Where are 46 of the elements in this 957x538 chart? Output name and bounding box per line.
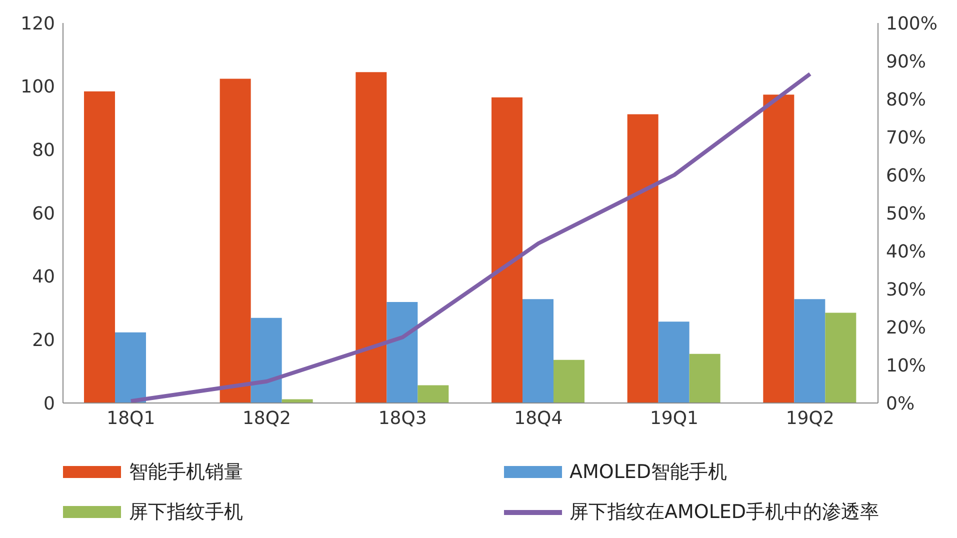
legend-label: 屏下指纹在AMOLED手机中的渗透率 (570, 500, 880, 525)
x-tick-label: 18Q2 (242, 408, 292, 429)
bar (627, 114, 658, 403)
y2-tick-label: 50% (886, 203, 926, 224)
y-tick-label: 40 (32, 266, 55, 288)
y-tick-label: 20 (32, 330, 55, 352)
bar (794, 299, 826, 403)
x-tick-label: 18Q3 (378, 408, 427, 429)
legend-label: 智能手机销量 (129, 460, 243, 485)
x-tick-label: 19Q2 (786, 408, 834, 429)
bar (554, 360, 584, 403)
bar (84, 91, 115, 403)
y-tick-label: 120 (20, 13, 55, 34)
y-tick-label: 60 (32, 203, 55, 224)
y2-tick-label: 80% (886, 89, 926, 110)
bar (282, 399, 313, 403)
y2-tick-label: 40% (886, 241, 926, 262)
x-tick-label: 18Q1 (106, 408, 156, 429)
bar (825, 312, 856, 403)
bar (689, 354, 720, 403)
x-tick-label: 19Q1 (650, 408, 699, 429)
bar (418, 385, 449, 403)
y2-tick-label: 100% (886, 13, 938, 34)
y2-tick-label: 10% (886, 355, 926, 376)
x-tick-label: 18Q4 (514, 408, 563, 429)
bar (522, 299, 554, 403)
bar (115, 332, 146, 403)
bar (220, 78, 251, 403)
y2-tick-label: 20% (886, 317, 926, 338)
y2-tick-label: 0% (886, 393, 915, 414)
y2-tick-label: 60% (886, 165, 926, 186)
line-series (128, 72, 812, 403)
legend-label: 屏下指纹手机 (129, 500, 243, 525)
bar (763, 94, 794, 403)
y2-tick-label: 90% (886, 51, 926, 72)
bar (386, 302, 418, 403)
y-tick-label: 80 (32, 140, 55, 162)
legend-label: AMOLED智能手机 (570, 460, 728, 485)
bar (658, 322, 690, 403)
y-tick-label: 0 (44, 393, 55, 414)
bar (250, 318, 282, 403)
y-tick-label: 100 (20, 76, 55, 98)
bar (492, 97, 522, 403)
y2-tick-label: 30% (886, 279, 926, 300)
y2-tick-label: 70% (886, 127, 926, 148)
bar (356, 72, 387, 403)
